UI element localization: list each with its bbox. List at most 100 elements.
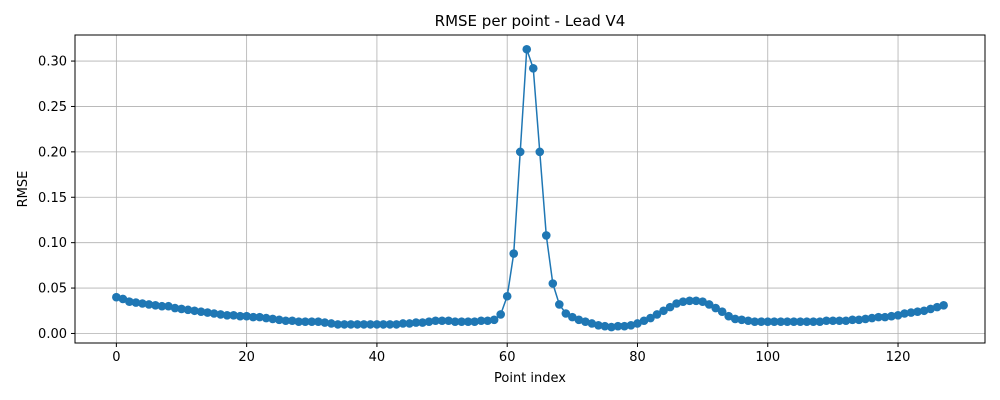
data-point: [327, 319, 336, 328]
y-tick-label: 0.25: [38, 100, 67, 115]
data-point: [665, 302, 675, 312]
data-point: [131, 298, 141, 307]
x-tick-label: 40: [369, 350, 386, 365]
data-point: [307, 317, 317, 326]
data-point: [437, 316, 447, 326]
data-point: [340, 320, 349, 329]
data-point: [541, 231, 551, 240]
data-point: [906, 308, 916, 317]
data-point: [815, 317, 825, 326]
x-axis-label: Point index: [494, 371, 566, 386]
data-point: [157, 301, 167, 311]
data-point: [333, 320, 343, 329]
data-point: [359, 320, 369, 329]
data-point: [730, 314, 740, 324]
data-point: [548, 279, 558, 288]
data-point: [698, 297, 707, 306]
data-point: [874, 312, 883, 322]
data-point: [620, 321, 629, 331]
data-point: [528, 64, 538, 73]
y-tick-label: 0.30: [38, 55, 67, 70]
data-point: [763, 317, 773, 326]
data-point: [724, 311, 733, 321]
data-point: [281, 316, 291, 326]
data-point: [926, 304, 935, 314]
data-point: [893, 311, 903, 320]
data-point: [457, 317, 466, 326]
data-point: [613, 321, 623, 331]
data-point: [900, 309, 909, 318]
data-point: [112, 292, 121, 302]
data-point: [222, 311, 232, 320]
data-point: [398, 319, 408, 328]
data-point: [190, 306, 199, 316]
data-point: [783, 317, 792, 326]
data-point: [711, 303, 720, 313]
data-point: [164, 301, 173, 311]
data-point: [802, 317, 812, 326]
data-point: [470, 317, 479, 326]
data-point: [411, 318, 421, 327]
x-tick-label: 80: [629, 350, 646, 365]
series-rmse: [112, 44, 948, 332]
data-point: [353, 320, 362, 329]
data-point: [483, 316, 492, 326]
data-point: [568, 312, 577, 322]
data-point: [574, 315, 584, 325]
data-point: [489, 315, 499, 325]
x-tick-label: 20: [238, 350, 255, 365]
data-point: [515, 147, 525, 157]
data-point: [659, 306, 668, 316]
x-tick-label: 0: [112, 350, 120, 365]
data-point: [887, 311, 896, 321]
data-point: [209, 309, 219, 318]
data-point: [607, 322, 616, 332]
data-point: [600, 321, 610, 331]
data-point: [841, 316, 851, 326]
x-axis-ticks: 0 20 40 60 80 100 120: [112, 343, 910, 365]
data-point: [216, 310, 225, 319]
data-point: [796, 317, 805, 326]
data-point: [776, 317, 786, 326]
x-tick-label: 120: [886, 350, 911, 365]
data-point: [555, 300, 564, 309]
data-point: [561, 309, 571, 318]
data-point: [626, 320, 636, 330]
data-point: [854, 315, 864, 325]
data-point: [880, 312, 890, 322]
data-point: [144, 300, 154, 309]
data-point: [789, 317, 799, 326]
data-point: [939, 301, 948, 310]
data-point: [633, 319, 642, 328]
data-point: [274, 315, 284, 325]
data-point: [737, 315, 746, 325]
data-point: [828, 316, 838, 326]
data-point: [431, 316, 440, 326]
data-point: [932, 302, 942, 312]
x-tick-label: 60: [499, 350, 516, 365]
data-point: [229, 311, 238, 320]
data-point: [151, 301, 160, 310]
plot-frame: [74, 34, 986, 344]
data-point: [717, 307, 727, 316]
data-point: [235, 311, 245, 321]
y-axis-ticks: 0.00 0.05 0.10 0.15 0.20 0.25 0.30: [38, 55, 75, 342]
data-point: [691, 296, 701, 306]
data-point: [594, 320, 603, 330]
y-tick-label: 0.05: [38, 282, 67, 297]
y-tick-label: 0.10: [38, 236, 67, 251]
data-point: [366, 320, 375, 329]
data-point: [242, 311, 251, 321]
data-point: [685, 296, 694, 306]
data-point: [861, 314, 870, 324]
data-point: [196, 307, 206, 316]
data-point: [581, 317, 590, 326]
data-point: [379, 320, 388, 329]
data-point: [587, 319, 597, 328]
data-point: [261, 313, 271, 323]
data-point: [248, 312, 258, 322]
y-tick-label: 0.20: [38, 145, 67, 160]
data-point: [522, 44, 532, 54]
